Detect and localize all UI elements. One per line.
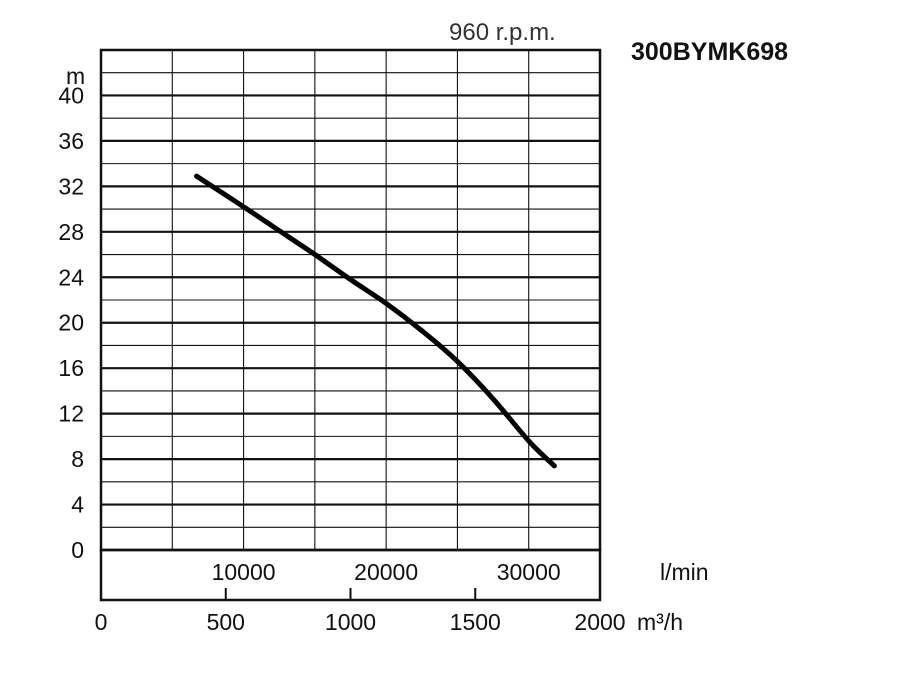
y-tick-label: 36 [58, 128, 84, 154]
y-tick-label: 12 [58, 401, 84, 427]
y-tick-label: 0 [71, 537, 84, 563]
x-secondary-tick-labels: 0 500 1000 1500 2000 [95, 609, 626, 635]
y-tick-label: 24 [58, 264, 84, 290]
x-secondary-tick-marks [224, 588, 477, 600]
y-tick-label: 16 [58, 355, 84, 381]
x-primary-tick-labels: 10000 20000 30000 [212, 559, 561, 585]
x-secondary-tick-label: 1000 [325, 609, 376, 635]
model-title: 300BYMK698 [631, 38, 788, 66]
y-tick-label: 20 [58, 310, 84, 336]
head-flow-curve [194, 173, 557, 469]
x-primary-tick-label: 30000 [497, 559, 561, 585]
x-primary-tick-label: 20000 [354, 559, 418, 585]
x-secondary-tick-label: 1500 [450, 609, 501, 635]
chart-grid [101, 50, 600, 550]
y-tick-label: 4 [71, 492, 84, 518]
x-secondary-unit: m³/h [637, 609, 683, 635]
x-secondary-tick-label: 0 [95, 609, 108, 635]
y-tick-label: 8 [71, 446, 84, 472]
x-primary-unit: l/min [660, 559, 709, 585]
y-tick-label: 40 [58, 82, 84, 108]
x-secondary-tick-label: 2000 [574, 609, 625, 635]
y-tick-label: 32 [58, 173, 84, 199]
speed-label: 960 r.p.m. [449, 19, 556, 46]
y-axis-label: m [66, 63, 85, 89]
y-tick-labels: 0 4 8 12 16 20 24 28 32 36 40 [58, 82, 84, 563]
y-tick-label: 28 [58, 219, 84, 245]
x-secondary-tick-label: 500 [207, 609, 245, 635]
x-primary-tick-label: 10000 [212, 559, 276, 585]
